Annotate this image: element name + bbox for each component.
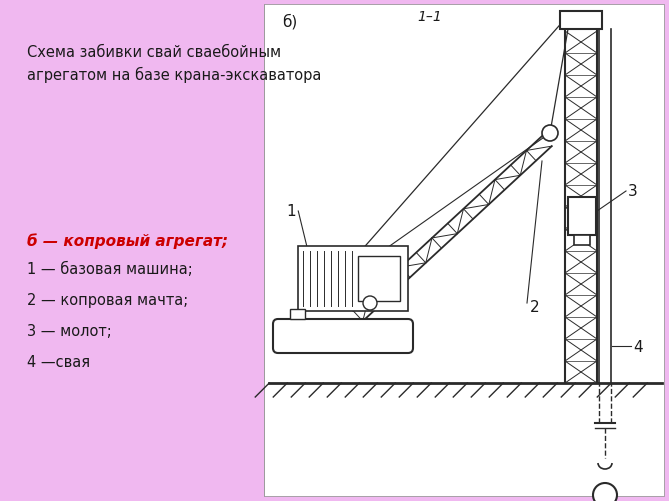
Bar [560, 12, 602, 30]
Bar [290, 310, 305, 319]
Text: 2 — копровая мачта;: 2 — копровая мачта; [27, 293, 188, 308]
Circle shape [363, 297, 377, 311]
Text: 3: 3 [628, 184, 638, 199]
Text: 1–1: 1–1 [417, 10, 442, 24]
Text: 1 — базовая машина;: 1 — базовая машина; [27, 262, 193, 277]
Text: 2: 2 [530, 299, 540, 314]
Bar [574, 235, 590, 245]
Bar [358, 257, 400, 302]
Circle shape [542, 126, 558, 142]
Bar [568, 197, 596, 235]
FancyBboxPatch shape [273, 319, 413, 353]
Text: 4: 4 [633, 339, 643, 354]
Text: 1: 1 [286, 204, 296, 219]
Bar [298, 246, 408, 312]
Text: Схема забивки свай сваебойным
агрегатом на базе крана-экскаватора: Схема забивки свай сваебойным агрегатом … [27, 45, 321, 83]
Text: 4 —свая: 4 —свая [27, 355, 90, 370]
Bar [264, 5, 664, 496]
Circle shape [593, 483, 617, 501]
Text: б — копровый агрегат;: б — копровый агрегат; [27, 233, 228, 248]
Text: 3 — молот;: 3 — молот; [27, 324, 112, 339]
Text: б): б) [282, 14, 298, 30]
